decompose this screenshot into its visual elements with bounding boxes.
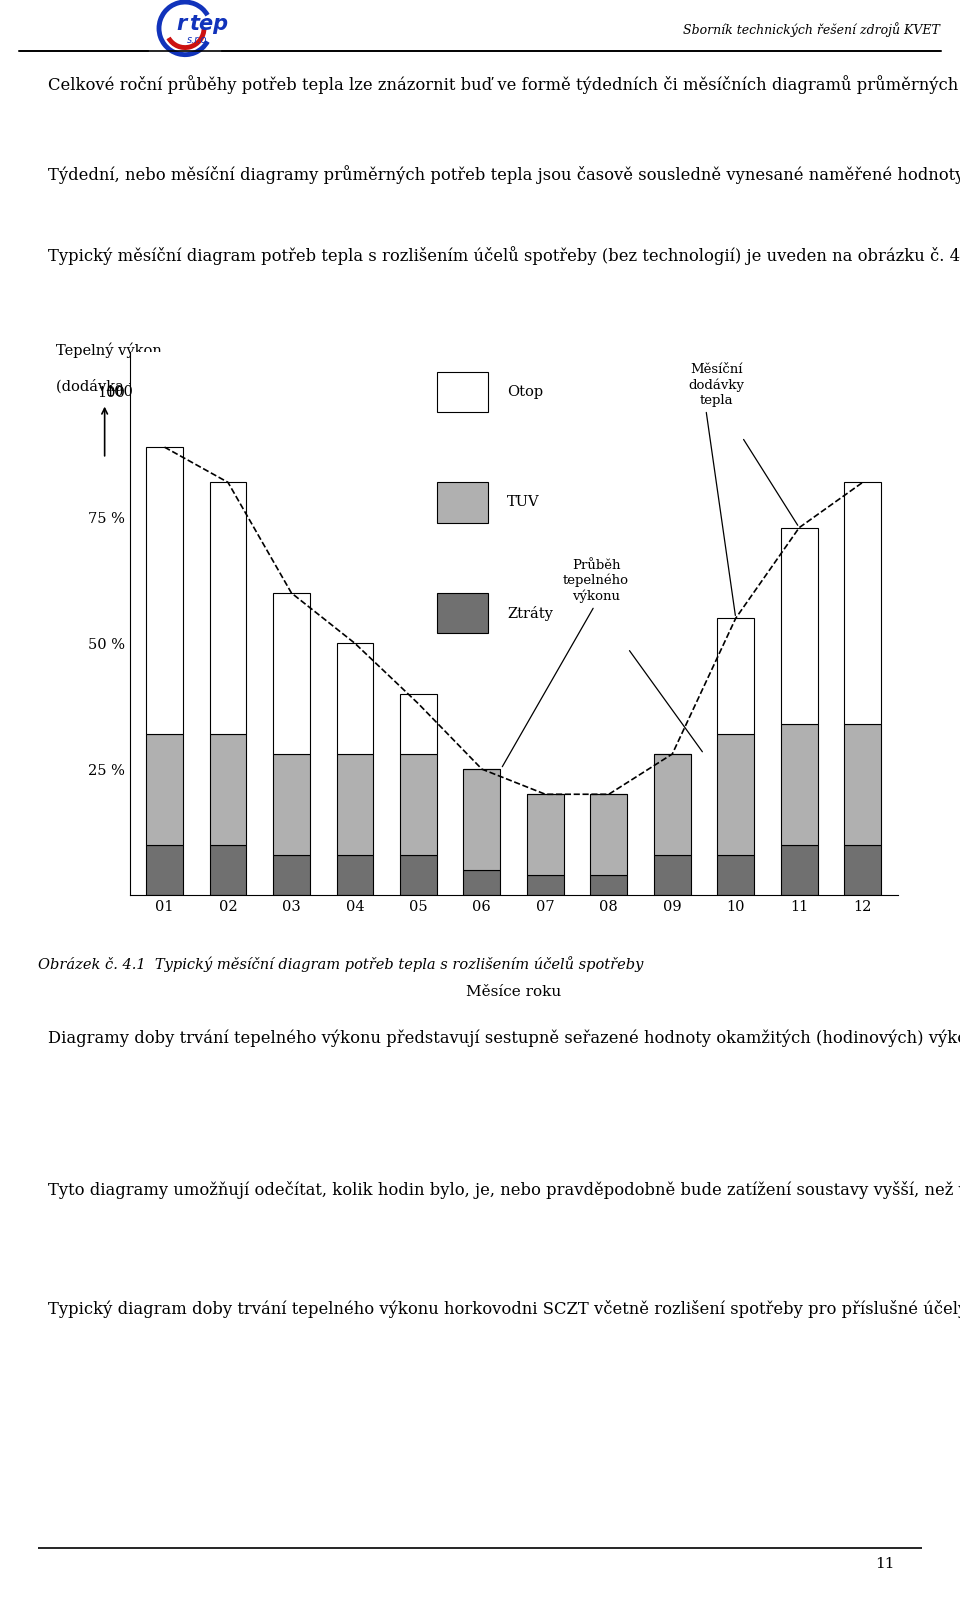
Bar	[438, 372, 489, 412]
Bar	[527, 794, 564, 874]
Text: TUV: TUV	[507, 495, 540, 510]
Bar	[780, 845, 818, 895]
Bar	[146, 447, 183, 733]
Bar	[273, 754, 310, 855]
Text: Celkové roční průběhy potřeb tepla lze znázornit buď ve formě týdedních či měsíč: Celkové roční průběhy potřeb tepla lze z…	[48, 75, 960, 94]
Bar	[146, 845, 183, 895]
Bar	[337, 754, 373, 855]
Text: (dodávka tepla): (dodávka tepla)	[56, 379, 172, 395]
Text: Typický diagram doby trvání tepelného výkonu horkovodni SCZT včetně rozlišení sp: Typický diagram doby trvání tepelného vý…	[48, 1301, 960, 1318]
Bar	[400, 754, 437, 855]
Bar	[438, 483, 489, 523]
Bar	[337, 644, 373, 754]
Bar	[400, 855, 437, 895]
Text: Otop: Otop	[507, 385, 543, 400]
Bar	[717, 855, 755, 895]
Bar	[844, 724, 881, 845]
Text: 11: 11	[876, 1556, 895, 1571]
Bar	[464, 869, 500, 895]
Text: Tepelný výkon: Tepelný výkon	[56, 342, 162, 358]
Text: 100: 100	[105, 385, 132, 400]
Bar	[273, 593, 310, 754]
Bar	[146, 733, 183, 845]
Bar	[438, 593, 489, 633]
Bar	[464, 769, 500, 869]
Bar	[590, 794, 627, 874]
Bar	[337, 855, 373, 895]
Text: Týdední, nebo měsíční diagramy průměrných potřeb tepla jsou časově sousledně vyn: Týdední, nebo měsíční diagramy průměrnýc…	[48, 166, 960, 184]
Text: Měsíční
dodávky
tepla: Měsíční dodávky tepla	[688, 363, 745, 615]
Text: r: r	[177, 14, 187, 34]
Bar	[209, 733, 247, 845]
Bar	[844, 845, 881, 895]
Text: Tyto diagramy umožňují odečítat, kolik hodin bylo, je, nebo pravděpodobně bude z: Tyto diagramy umožňují odečítat, kolik h…	[48, 1181, 960, 1198]
Bar	[527, 874, 564, 895]
Text: Průběh
tepelného
výkonu: Průběh tepelného výkonu	[502, 559, 629, 767]
Text: Ztráty: Ztráty	[507, 606, 553, 620]
Text: Měsíce roku: Měsíce roku	[466, 986, 562, 999]
Bar	[780, 724, 818, 845]
Bar	[654, 855, 690, 895]
Bar	[209, 845, 247, 895]
Text: Diagramy doby trvání tepelného výkonu představují sestupně seřazené hodnoty okam: Diagramy doby trvání tepelného výkonu př…	[48, 1029, 960, 1047]
Text: tep: tep	[189, 14, 228, 34]
Text: Obrázek č. 4.1  Typický měsíční diagram potřeb tepla s rozlišením účelů spotřeby: Obrázek č. 4.1 Typický měsíční diagram p…	[38, 956, 644, 972]
Bar	[400, 694, 437, 754]
Bar	[273, 855, 310, 895]
Text: Typický měsíční diagram potřeb tepla s rozlišením účelů spotřeby (bez technologi: Typický měsíční diagram potřeb tepla s r…	[48, 246, 960, 265]
Bar	[590, 874, 627, 895]
Bar	[780, 527, 818, 724]
Bar	[654, 754, 690, 855]
Text: s.r.o.: s.r.o.	[187, 35, 211, 45]
Bar	[717, 733, 755, 855]
Bar	[209, 483, 247, 733]
Text: Sborník technických řešení zdrojů KVET: Sborník technických řešení zdrojů KVET	[684, 22, 940, 37]
Bar	[717, 618, 755, 733]
Bar	[844, 483, 881, 724]
